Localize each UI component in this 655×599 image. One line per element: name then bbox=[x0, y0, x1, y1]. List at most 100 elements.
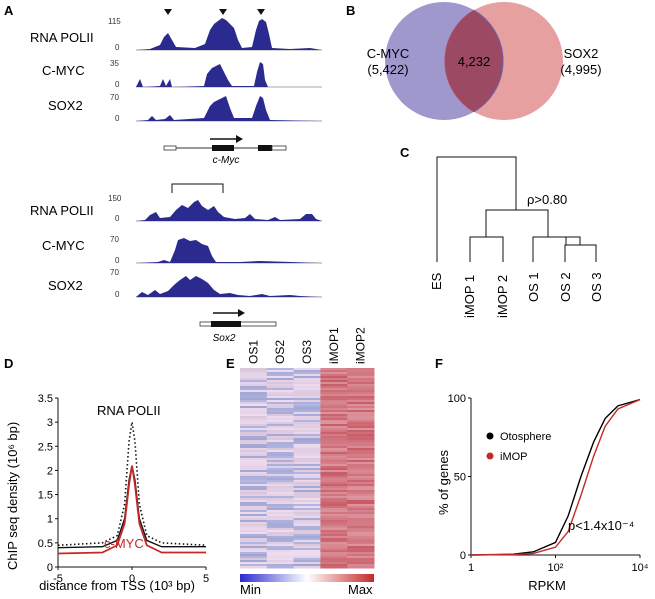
heatmap-cell bbox=[347, 368, 375, 371]
heatmap-cell bbox=[240, 374, 268, 377]
heatmap-cell bbox=[266, 390, 295, 393]
heatmap-cell bbox=[240, 446, 268, 449]
heatmap-cell bbox=[320, 474, 348, 477]
heatmap-cell bbox=[266, 556, 295, 559]
heatmap-cell bbox=[266, 548, 295, 551]
heatmap-cell bbox=[240, 540, 268, 543]
heatmap-cell bbox=[240, 388, 268, 391]
heatmap-cell bbox=[347, 380, 375, 383]
heatmap-cell bbox=[320, 486, 348, 489]
heatmap-cell bbox=[266, 540, 295, 543]
heatmap-cell bbox=[320, 546, 348, 549]
heatmap-cell bbox=[293, 394, 321, 397]
heatmap-cell bbox=[266, 520, 295, 523]
heatmap-cell bbox=[347, 498, 375, 501]
heatmap-cell bbox=[293, 516, 321, 519]
heatmap-cell bbox=[347, 414, 375, 417]
heatmap-cell bbox=[320, 512, 348, 515]
heatmap-cell bbox=[320, 466, 348, 469]
heatmap-cell bbox=[293, 506, 321, 509]
heatmap-cell bbox=[293, 490, 321, 493]
heatmap-cell bbox=[320, 380, 348, 383]
heatmap-cell bbox=[266, 544, 295, 547]
heatmap-cell bbox=[266, 382, 295, 385]
heatmap-cell bbox=[240, 466, 268, 469]
heatmap-cell bbox=[240, 436, 268, 439]
heatmap-cell bbox=[293, 384, 321, 387]
heatmap-cell bbox=[293, 420, 321, 423]
heatmap-cell bbox=[293, 540, 321, 543]
heatmap-cell bbox=[266, 528, 295, 531]
heatmap-cell bbox=[347, 432, 375, 435]
heatmap-cell bbox=[320, 520, 348, 523]
f-pvalue: p<1.4x10⁻⁴ bbox=[568, 518, 634, 533]
heatmap-cell bbox=[266, 486, 295, 489]
heatmap-cell bbox=[293, 520, 321, 523]
heatmap-cell bbox=[293, 538, 321, 541]
heatmap-cell bbox=[266, 566, 295, 569]
heatmap-cell bbox=[347, 456, 375, 459]
cmyc-track-cmyc bbox=[136, 62, 322, 87]
heatmap-cell bbox=[293, 444, 321, 447]
heatmap-cell bbox=[240, 476, 268, 479]
heatmap-cell bbox=[293, 432, 321, 435]
heatmap-cell bbox=[320, 424, 348, 427]
heatmap-cell bbox=[266, 412, 295, 415]
heatmap-cell bbox=[320, 374, 348, 377]
leaf-label: OS 3 bbox=[589, 272, 604, 302]
heatmap-cell bbox=[347, 388, 375, 391]
heatmap-cell bbox=[240, 386, 268, 389]
heatmap-cell bbox=[320, 538, 348, 541]
heatmap-cell bbox=[293, 434, 321, 437]
heatmap-cell bbox=[240, 434, 268, 437]
heatmap-cell bbox=[293, 462, 321, 465]
heatmap-cell bbox=[293, 494, 321, 497]
heatmap-cell bbox=[240, 412, 268, 415]
heatmap-cell bbox=[293, 398, 321, 401]
heatmap-cell bbox=[320, 416, 348, 419]
heatmap-cell bbox=[266, 432, 295, 435]
heatmap-cell bbox=[266, 472, 295, 475]
heatmap-cell bbox=[347, 480, 375, 483]
heatmap-cell bbox=[240, 548, 268, 551]
panel-d-label: D bbox=[4, 356, 13, 371]
heatmap-cell bbox=[347, 372, 375, 375]
heatmap-cell bbox=[347, 500, 375, 503]
heatmap-cell bbox=[320, 444, 348, 447]
heatmap-cell bbox=[320, 492, 348, 495]
heatmap-cell bbox=[320, 464, 348, 467]
heatmap-cell bbox=[266, 538, 295, 541]
heatmap-cell bbox=[347, 470, 375, 473]
heatmap-scale-max: Max bbox=[348, 582, 373, 597]
track-label-sox2: SOX2 bbox=[48, 98, 83, 113]
heatmap-cell bbox=[266, 514, 295, 517]
heatmap-cell bbox=[320, 562, 348, 565]
heatmap-cell bbox=[240, 522, 268, 525]
heatmap-cell bbox=[266, 504, 295, 507]
heatmap-cell bbox=[293, 526, 321, 529]
heatmap-cell bbox=[240, 542, 268, 545]
track-max: 35 bbox=[110, 59, 119, 68]
heatmap-cell bbox=[240, 464, 268, 467]
heatmap-cell bbox=[320, 446, 348, 449]
heatmap-cell bbox=[266, 494, 295, 497]
panel-d-chart: 00.511.522.533.5-5 0 5 bbox=[38, 393, 209, 585]
heatmap-cell bbox=[266, 532, 295, 535]
heatmap-cell bbox=[240, 492, 268, 495]
heatmap-cell bbox=[347, 400, 375, 403]
heatmap-cell bbox=[266, 446, 295, 449]
heatmap-cell bbox=[320, 554, 348, 557]
heatmap-cell bbox=[266, 464, 295, 467]
heatmap-cell bbox=[240, 396, 268, 399]
panel-f-chart: 0 50 100 1 10² 10⁴ Otosphere iMOP bbox=[448, 393, 649, 574]
heatmap-cell bbox=[240, 452, 268, 455]
heatmap-cell bbox=[240, 556, 268, 559]
heatmap-cell bbox=[240, 552, 268, 555]
heatmap-cell bbox=[347, 564, 375, 567]
heatmap-cell bbox=[320, 392, 348, 395]
heatmap-cell bbox=[347, 448, 375, 451]
heatmap-cell bbox=[266, 478, 295, 481]
heatmap-cell bbox=[293, 446, 321, 449]
heatmap-cell bbox=[266, 402, 295, 405]
heatmap-cell bbox=[293, 442, 321, 445]
